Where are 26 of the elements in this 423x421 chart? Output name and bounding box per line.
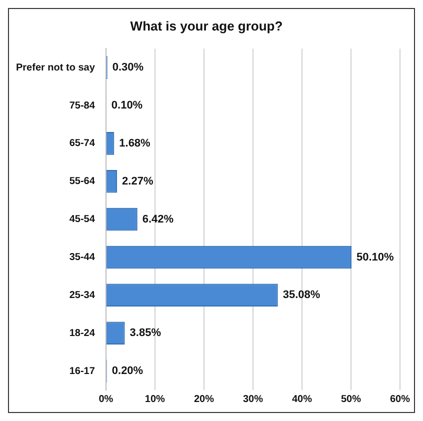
y-tick-label: 16-17 xyxy=(69,366,96,377)
y-tick-label: 55-64 xyxy=(69,176,96,188)
y-tick-label: Prefer not to say xyxy=(16,62,96,74)
data-label: 50.10% xyxy=(356,251,394,264)
data-label: 3.85% xyxy=(130,327,162,340)
x-tick-label: 60% xyxy=(390,394,410,405)
x-tick-label: 10% xyxy=(144,394,166,405)
y-tick-label: 65-74 xyxy=(69,138,96,150)
y-tick-label: 18-24 xyxy=(69,328,96,339)
x-tick-label: 20% xyxy=(194,394,214,405)
data-label: 0.20% xyxy=(112,365,144,378)
x-tick-label: 30% xyxy=(242,394,264,405)
data-label: 6.42% xyxy=(142,213,174,226)
y-tick-label: 35-44 xyxy=(69,252,96,263)
data-label: 0.30% xyxy=(112,62,144,74)
y-tick-label: 75-84 xyxy=(69,100,96,112)
y-tick-label: 45-54 xyxy=(69,214,96,226)
y-tick-label: 25-34 xyxy=(69,290,96,301)
data-label: 2.27% xyxy=(122,175,154,188)
x-tick-label: 50% xyxy=(340,394,362,405)
data-label: 35.08% xyxy=(282,289,320,302)
chart-title: What is your age group? xyxy=(130,18,283,34)
x-tick-label: 0% xyxy=(98,394,114,405)
data-label: 1.68% xyxy=(119,137,151,150)
data-label: 0.10% xyxy=(111,100,143,112)
x-tick-label: 40% xyxy=(292,394,312,405)
